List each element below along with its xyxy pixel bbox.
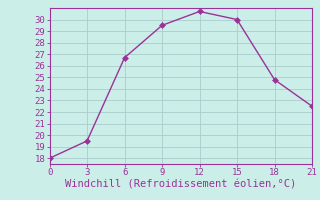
X-axis label: Windchill (Refroidissement éolien,°C): Windchill (Refroidissement éolien,°C) (65, 180, 296, 190)
